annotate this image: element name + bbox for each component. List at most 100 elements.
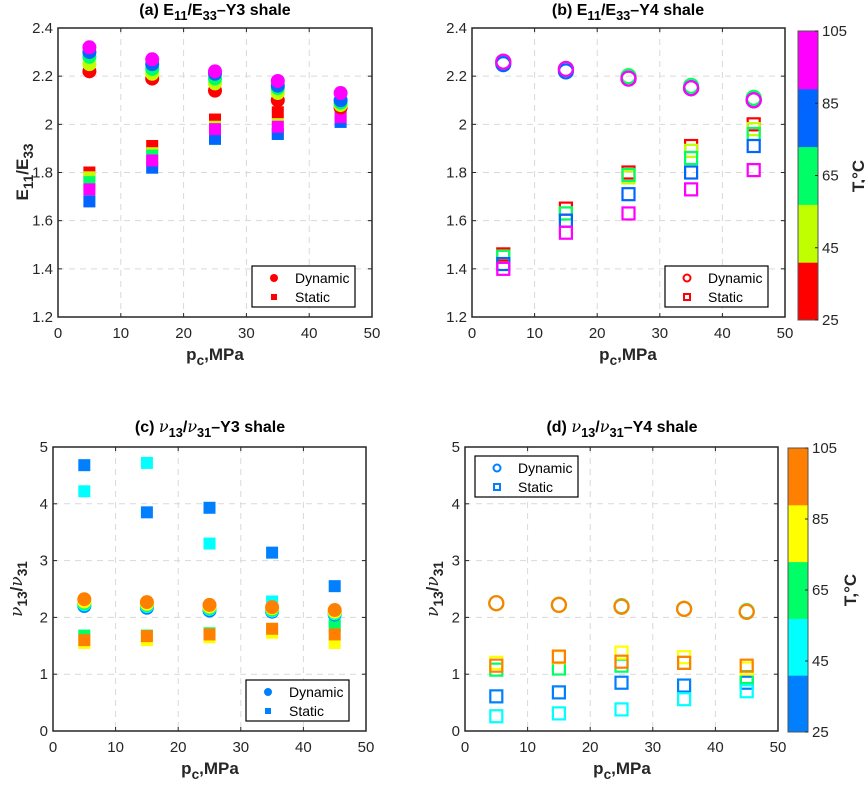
colorbar-tick-label: 25 xyxy=(812,724,829,741)
label-part: / xyxy=(595,419,600,436)
legend-static-marker xyxy=(493,483,501,491)
y-tick-label: 0 xyxy=(40,723,48,740)
static-point xyxy=(140,506,153,519)
x-tick-label: 20 xyxy=(175,325,192,342)
label-part: ν xyxy=(187,417,197,436)
dynamic-point xyxy=(675,600,693,617)
x-tick-label: 10 xyxy=(519,739,536,756)
dynamic-point xyxy=(550,596,568,614)
static-point xyxy=(614,645,629,660)
legend-dynamic-marker xyxy=(492,463,502,473)
static-point xyxy=(266,546,279,559)
static-point xyxy=(203,537,216,550)
static-point xyxy=(209,132,221,145)
y-axis-label: ν13/ν31 xyxy=(423,561,446,617)
label-part: c xyxy=(610,353,618,368)
y-tick-label: 3 xyxy=(40,553,48,570)
x-tick-label: 10 xyxy=(107,739,124,756)
dynamic-point xyxy=(145,52,160,67)
legend-static-marker xyxy=(265,708,271,714)
dynamic-point xyxy=(613,598,630,615)
label-part: (a) E xyxy=(139,2,174,19)
x-axis-label: pc,MPa xyxy=(593,759,651,782)
y-tick-label: 1 xyxy=(452,666,460,683)
x-tick-label: 50 xyxy=(364,325,381,342)
label-part: 13 xyxy=(15,591,30,607)
label-part: 31 xyxy=(431,561,446,577)
colorbar-tick-label: 65 xyxy=(812,582,829,599)
label-part: ν xyxy=(600,417,610,436)
static-point xyxy=(676,692,692,707)
y-tick-label: 5 xyxy=(40,439,48,456)
label-part: / xyxy=(7,586,26,591)
static-point xyxy=(746,162,761,178)
label-part: 33 xyxy=(616,8,630,23)
static-point xyxy=(83,195,96,208)
label-part: ν xyxy=(571,417,581,436)
dynamic-point xyxy=(327,603,342,618)
legend-dynamic-marker xyxy=(682,273,692,283)
x-tick-label: 20 xyxy=(582,739,599,756)
x-tick-label: 0 xyxy=(461,739,469,756)
x-tick-label: 20 xyxy=(589,325,606,342)
colorbar-tick-label: 85 xyxy=(822,95,839,112)
y-tick-label: 1.6 xyxy=(32,213,53,230)
static-point xyxy=(334,111,347,124)
static-point xyxy=(683,165,699,180)
label-part: /E xyxy=(188,2,203,19)
chart-panel-a: 0 10 20 30 40 501.21.41.61.822.22.4(a) E11/E3… xyxy=(13,2,380,368)
label-part: 31 xyxy=(15,561,30,577)
static-point xyxy=(271,106,284,119)
y-tick-label: 2.2 xyxy=(32,68,53,85)
dynamic-point xyxy=(139,595,154,610)
label-part: 11 xyxy=(21,174,36,189)
dynamic-point xyxy=(270,73,285,88)
legend-label: Dynamic xyxy=(295,270,349,286)
y-axis-label: E11/E33 xyxy=(13,143,36,200)
static-point xyxy=(140,630,153,643)
colorbar-tick-label: 25 xyxy=(822,312,839,329)
static-point xyxy=(78,459,91,472)
y-tick-label: 1.8 xyxy=(446,165,467,182)
colorbar-tick-label: 105 xyxy=(812,440,837,457)
legend-static-marker xyxy=(271,294,277,300)
x-axis-label: pc,MPa xyxy=(181,759,239,782)
colorbar-segment xyxy=(788,618,808,676)
label-part: 31 xyxy=(609,425,623,440)
label-part: E xyxy=(13,189,32,200)
colorbar: 25 45 65 85 105 T,°C xyxy=(787,440,860,741)
static-point xyxy=(489,709,504,724)
legend-box xyxy=(245,679,350,722)
legend-label: Static xyxy=(289,703,324,719)
label-part: ,MPa xyxy=(611,759,651,778)
dynamic-point xyxy=(738,603,755,620)
x-tick-label: 30 xyxy=(644,739,661,756)
y-tick-label: 5 xyxy=(452,439,460,456)
y-tick-label: 4 xyxy=(40,496,48,513)
legend-static-marker xyxy=(683,293,691,301)
label-part: c xyxy=(192,767,200,782)
legend-box xyxy=(251,265,356,308)
dynamic-point xyxy=(557,60,575,78)
label-part: ν xyxy=(7,606,27,616)
dynamic-point xyxy=(620,70,637,87)
x-tick-label: 50 xyxy=(777,325,794,342)
y-tick-label: 1.8 xyxy=(32,165,53,182)
static-point xyxy=(614,702,629,717)
static-point xyxy=(551,650,567,665)
static-point xyxy=(489,658,504,673)
colorbar-segment xyxy=(798,31,818,90)
colorbar-segment xyxy=(798,204,818,263)
y-tick-label: 1.6 xyxy=(446,213,467,230)
y-tick-label: 2 xyxy=(452,609,460,626)
label-part: –Y4 shale xyxy=(624,419,698,436)
label-part: p xyxy=(181,759,191,778)
label-part: 31 xyxy=(197,425,211,440)
dynamic-point xyxy=(682,80,700,97)
label-part: ν xyxy=(423,606,443,616)
static-point xyxy=(271,120,284,133)
x-tick-label: 50 xyxy=(770,739,787,756)
x-tick-label: 10 xyxy=(112,325,129,342)
static-point xyxy=(621,187,636,202)
static-point xyxy=(328,580,341,593)
